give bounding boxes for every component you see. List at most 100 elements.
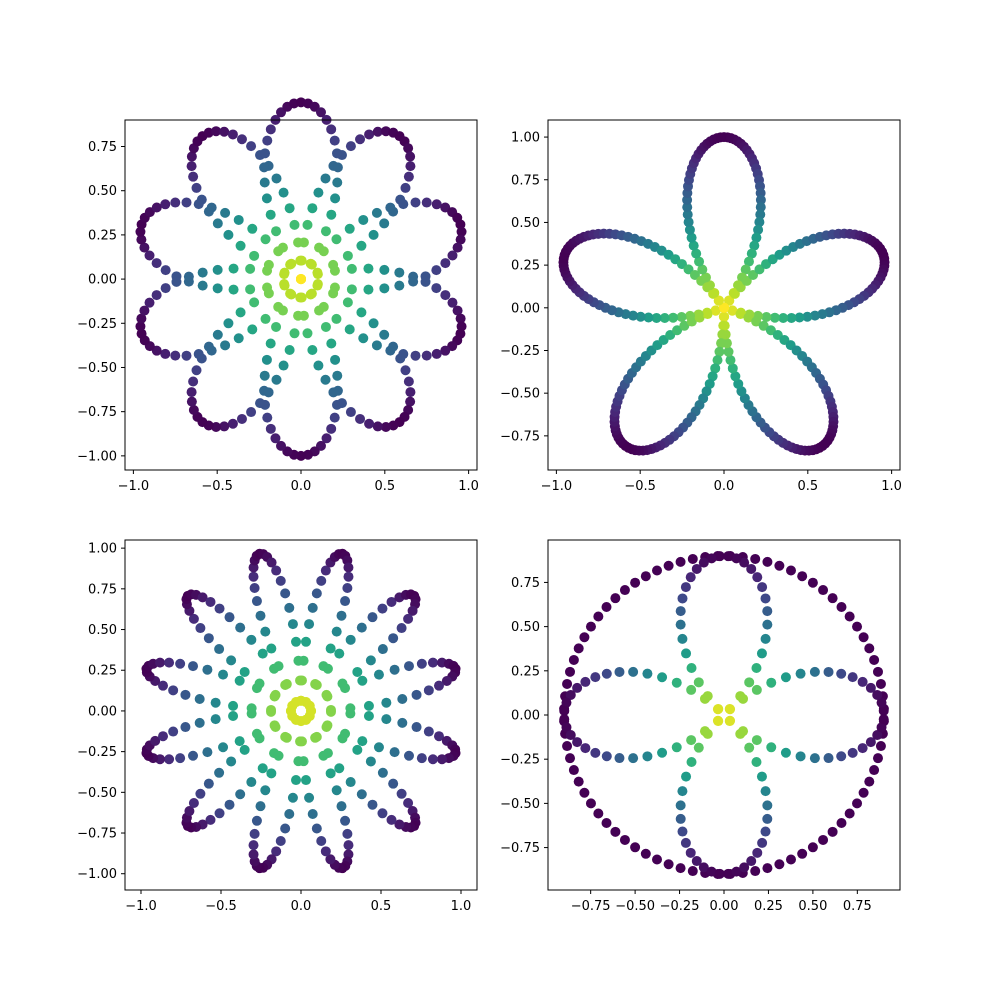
scatter-point bbox=[818, 834, 829, 845]
scatter-point bbox=[326, 124, 337, 135]
y-tick-label: −0.50 bbox=[500, 387, 540, 402]
scatter-point bbox=[610, 826, 621, 837]
scatter-point bbox=[249, 828, 260, 839]
scatter-point bbox=[712, 704, 723, 715]
scatter-point bbox=[223, 229, 234, 240]
scatter-point bbox=[164, 657, 175, 668]
scatter-point bbox=[738, 726, 749, 737]
scatter-point bbox=[440, 258, 451, 269]
scatter-point bbox=[377, 767, 388, 778]
scatter-point bbox=[332, 148, 342, 159]
scatter-point bbox=[565, 666, 576, 677]
scatter-point bbox=[614, 753, 625, 764]
scatter-point bbox=[275, 575, 286, 586]
scatter-point bbox=[869, 765, 880, 776]
scatter-point bbox=[293, 237, 304, 248]
scatter-point bbox=[693, 677, 704, 688]
scatter-point bbox=[266, 706, 277, 717]
scatter-point bbox=[150, 735, 161, 746]
scatter-point bbox=[257, 648, 268, 659]
scatter-point bbox=[433, 731, 444, 742]
scatter-point bbox=[869, 654, 880, 665]
scatter-point bbox=[680, 582, 691, 593]
scatter-point bbox=[872, 689, 883, 700]
scatter-point bbox=[329, 135, 340, 146]
scatter-point bbox=[847, 747, 858, 758]
subplot-top-left: −1.0 −0.5 0.0 0.5 1.0 −1.00 −0.75 −0.50 −0.25 0.0… bbox=[77, 97, 479, 494]
scatter-point bbox=[280, 680, 291, 691]
scatter-point bbox=[325, 643, 336, 654]
scatter-point bbox=[827, 593, 838, 604]
subplot-bottom-right: −0.75 −0.50 −0.25 0.00 0.25 0.50 0.75 −0.75 −0.5… bbox=[500, 539, 901, 914]
scatter-point bbox=[774, 560, 785, 571]
scatter-point bbox=[677, 786, 688, 797]
scatter-point bbox=[455, 313, 466, 324]
scatter-point bbox=[746, 563, 757, 574]
scatter-point bbox=[398, 199, 409, 210]
scatter-point bbox=[307, 809, 318, 820]
scatter-point bbox=[254, 678, 265, 689]
scatter-point bbox=[211, 126, 222, 137]
scatter-point bbox=[440, 345, 451, 356]
scatter-point bbox=[562, 741, 573, 752]
scatter-point bbox=[160, 265, 171, 276]
scatter-point bbox=[686, 684, 697, 695]
scatter-point bbox=[330, 354, 341, 365]
scatter-point bbox=[394, 819, 405, 830]
scatter-point bbox=[396, 623, 407, 634]
scatter-point bbox=[751, 663, 762, 674]
scatter-point bbox=[760, 786, 771, 797]
scatter-point bbox=[235, 789, 246, 800]
scatter-point bbox=[158, 680, 169, 691]
scatter-point bbox=[271, 173, 282, 184]
scatter-point bbox=[236, 413, 247, 424]
scatter-point bbox=[687, 553, 698, 564]
scatter-point bbox=[175, 753, 186, 764]
scatter-point bbox=[691, 248, 702, 259]
scatter-point bbox=[188, 171, 199, 182]
scatter-point bbox=[356, 240, 367, 251]
scatter-point bbox=[761, 311, 772, 322]
scatter-point bbox=[326, 209, 337, 220]
scatter-point bbox=[691, 856, 702, 867]
scatter-point bbox=[245, 263, 256, 274]
scatter-point bbox=[281, 732, 292, 743]
scatter-point bbox=[175, 658, 186, 669]
y-tick-label: −1.00 bbox=[77, 867, 117, 882]
scatter-point bbox=[573, 643, 584, 654]
scatter-point bbox=[345, 407, 356, 418]
scatter-point bbox=[331, 313, 342, 324]
scatter-point bbox=[758, 320, 769, 331]
scatter-point bbox=[331, 785, 342, 796]
y-tick-label: −0.75 bbox=[500, 429, 540, 444]
scatter-point bbox=[688, 240, 699, 251]
scatter-point bbox=[184, 806, 195, 817]
scatter-point bbox=[277, 242, 288, 253]
scatter-point bbox=[202, 664, 213, 675]
scatter-point bbox=[568, 765, 579, 776]
scatter-point bbox=[683, 217, 694, 228]
scatter-point bbox=[573, 776, 584, 787]
scatter-point bbox=[144, 297, 155, 308]
scatter-point bbox=[364, 418, 375, 429]
scatter-point bbox=[287, 619, 298, 630]
y-tick-label: 0.25 bbox=[511, 664, 540, 679]
scatter-point bbox=[712, 355, 723, 366]
scatter-point bbox=[385, 202, 396, 213]
y-tick-label: −1.00 bbox=[77, 449, 117, 464]
scatter-point bbox=[640, 571, 651, 582]
scatter-point bbox=[572, 737, 583, 748]
scatter-point bbox=[332, 162, 343, 173]
scatter-point bbox=[751, 756, 762, 767]
scatter-point bbox=[343, 571, 354, 582]
scatter-point bbox=[326, 338, 337, 349]
scatter-point bbox=[206, 345, 217, 356]
scatter-point bbox=[214, 644, 225, 655]
scatter-points bbox=[559, 551, 889, 879]
scatter-point bbox=[724, 703, 735, 714]
scatter-point bbox=[235, 307, 246, 318]
scatter-point bbox=[183, 271, 194, 282]
scatter-point bbox=[228, 284, 239, 295]
scatter-point bbox=[818, 585, 829, 596]
scatter-point bbox=[452, 305, 463, 316]
